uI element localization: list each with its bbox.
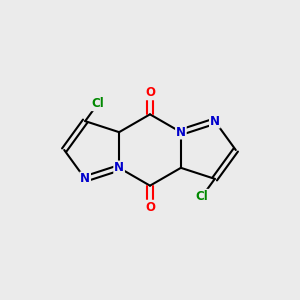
Text: N: N: [80, 172, 90, 185]
Text: N: N: [114, 161, 124, 174]
Text: O: O: [145, 201, 155, 214]
Text: N: N: [176, 126, 186, 139]
Text: O: O: [145, 86, 155, 99]
Text: Cl: Cl: [92, 97, 104, 110]
Text: N: N: [210, 115, 220, 128]
Text: Cl: Cl: [196, 190, 208, 203]
